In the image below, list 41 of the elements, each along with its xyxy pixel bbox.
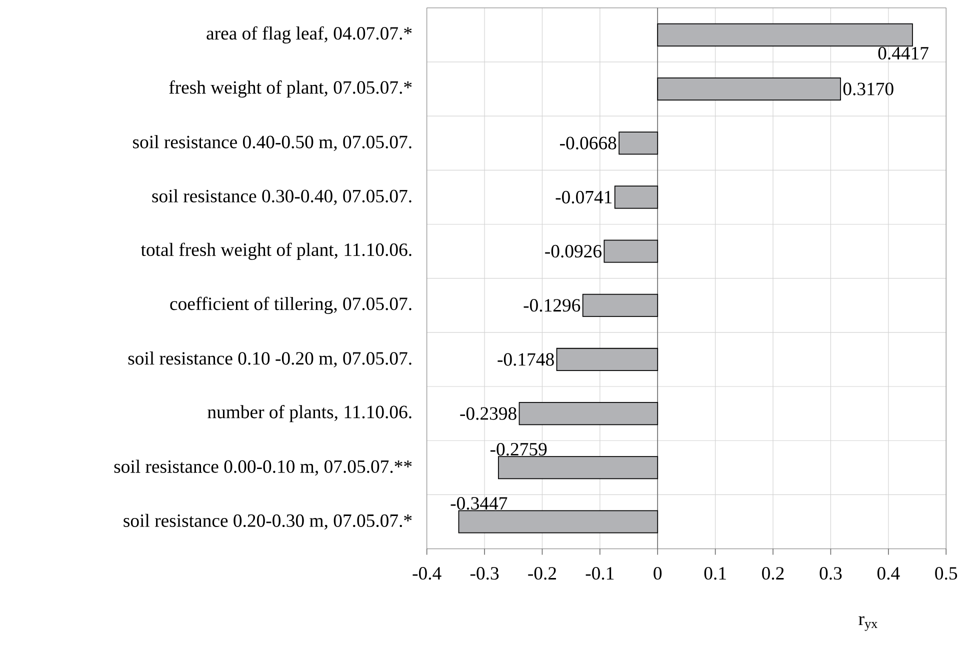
bar bbox=[582, 294, 658, 317]
y-tick-label: area of flag leaf, 04.07.07.* bbox=[206, 26, 412, 44]
x-tick-label: -0.1 bbox=[586, 566, 614, 580]
y-tick-label: coefficient of tillering, 07.05.07. bbox=[170, 296, 412, 314]
x-tick-label: 0.1 bbox=[704, 566, 726, 580]
bar bbox=[657, 77, 841, 101]
y-tick-label: total fresh weight of plant, 11.10.06. bbox=[140, 242, 412, 260]
data-label: -0.1296 bbox=[524, 299, 580, 312]
y-tick-label: soil resistance 0.20-0.30 m, 07.05.07.* bbox=[124, 514, 412, 530]
y-tick-label: soil resistance 0.40-0.50 m, 07.05.07. bbox=[133, 135, 412, 151]
y-tick-label: soil resistance 0.00-0.10 m, 07.05.07.** bbox=[114, 460, 412, 476]
y-tick-label: number of plants, 11.10.06. bbox=[208, 404, 412, 422]
x-tick-label: 0 bbox=[654, 566, 662, 580]
x-tick-label: 0.3 bbox=[820, 566, 842, 580]
x-axis-title: r$_{yx}$ bbox=[858, 616, 878, 631]
data-label: -0.2759 bbox=[490, 442, 547, 456]
y-tick-label: soil resistance 0.10 -0.20 m, 07.05.07. bbox=[128, 352, 412, 368]
y-tick-label: soil resistance 0.30-0.40, 07.05.07. bbox=[152, 189, 412, 206]
x-tick-label: 0.2 bbox=[762, 566, 784, 580]
data-label: 0.4417 bbox=[878, 46, 928, 60]
x-tick-label: -0.4 bbox=[412, 566, 442, 580]
data-label: -0.0668 bbox=[560, 136, 616, 150]
bar bbox=[556, 348, 658, 371]
x-tick-label: -0.3 bbox=[470, 566, 499, 580]
bar bbox=[657, 23, 913, 46]
bar bbox=[458, 510, 658, 534]
data-label: -0.3447 bbox=[450, 497, 508, 510]
bar bbox=[604, 240, 658, 263]
y-tick-label: fresh weight of plant, 07.05.07.* bbox=[169, 80, 412, 98]
data-label: -0.0926 bbox=[545, 244, 602, 258]
bar bbox=[498, 456, 658, 480]
bar bbox=[614, 186, 658, 209]
data-label: 0.3170 bbox=[843, 82, 894, 96]
x-tick-label: 0.4 bbox=[877, 566, 900, 580]
bar bbox=[518, 402, 658, 426]
x-tick-label: 0.5 bbox=[935, 566, 958, 580]
x-tick-label: -0.2 bbox=[528, 566, 556, 580]
data-label: -0.1748 bbox=[498, 353, 554, 366]
data-label: -0.2398 bbox=[460, 407, 516, 420]
data-label: -0.0741 bbox=[556, 190, 612, 204]
bar bbox=[618, 132, 658, 155]
